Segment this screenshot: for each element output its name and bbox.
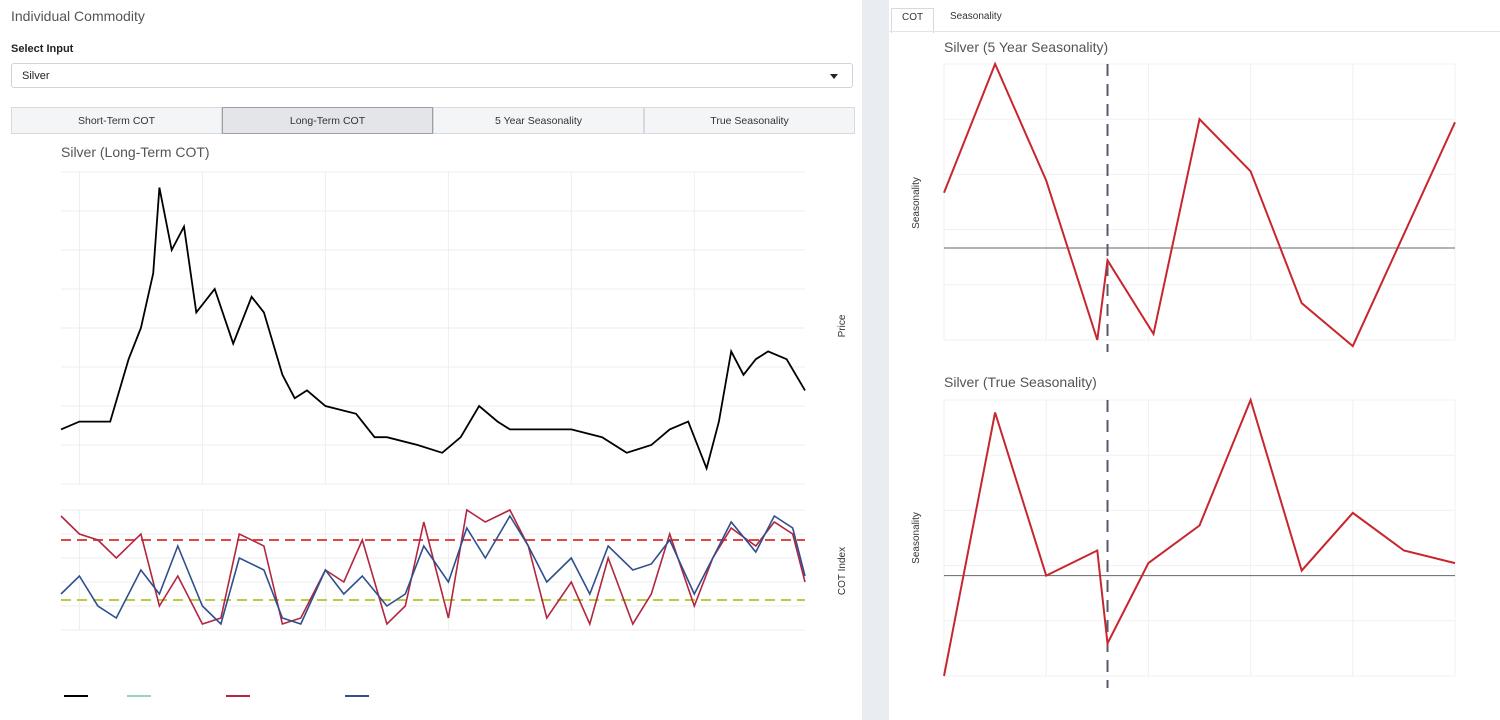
commodity-select[interactable]: Silver	[11, 63, 853, 88]
chart-tabs: Short-Term COT Long-Term COT 5 Year Seas…	[11, 107, 855, 134]
select-input-label: Select Input	[11, 43, 74, 55]
chevron-down-icon[interactable]	[830, 74, 838, 79]
seasonality-true-plot	[943, 396, 1456, 688]
asset-price-line	[60, 187, 806, 472]
tab-long-term-cot[interactable]: Long-Term COT	[222, 107, 433, 134]
cot-axis-label: COT Index	[837, 547, 848, 595]
tab-5-year-seasonality[interactable]: 5 Year Seasonality	[433, 107, 644, 134]
tab-short-term-cot[interactable]: Short-Term COT	[11, 107, 222, 134]
cot-plot	[60, 508, 806, 627]
large-speculators-line	[60, 508, 806, 627]
seasonality-5yr-ylabel: Seasonality	[911, 177, 922, 229]
page-title: Individual Commodity	[11, 8, 145, 24]
tab-seasonality[interactable]: Seasonality	[950, 11, 1002, 22]
chart-title: Silver (Long-Term COT)	[61, 144, 210, 160]
cot-grid	[61, 509, 805, 631]
small-speculators-line	[60, 514, 806, 626]
tab-true-seasonality[interactable]: True Seasonality	[644, 107, 855, 134]
left-panel: Individual Commodity Select Input Silver…	[0, 0, 862, 720]
seasonality-5yr-plot	[943, 61, 1456, 352]
seasonality-line	[943, 396, 1456, 677]
tabs-divider	[889, 31, 1500, 32]
commodity-select-value: Silver	[22, 70, 50, 82]
price-axis-label: Price	[837, 314, 848, 337]
long-term-cot-chart[interactable]: Silver (Long-Term COT) Price COT Index	[0, 0, 862, 720]
seasonality-line	[943, 61, 1456, 348]
seasonality-5yr-title: Silver (5 Year Seasonality)	[944, 39, 1108, 55]
right-panel: COT Seasonality Silver (5 Year Seasonali…	[889, 0, 1500, 720]
seasonality-charts[interactable]: Silver (5 Year Seasonality) Seasonality …	[889, 0, 1500, 720]
seasonality-true-ylabel: Seasonality	[911, 512, 922, 564]
seasonality-true-title: Silver (True Seasonality)	[944, 374, 1097, 390]
tab-cot[interactable]: COT	[891, 8, 935, 33]
price-plot	[60, 187, 806, 472]
price-grid	[61, 171, 805, 485]
